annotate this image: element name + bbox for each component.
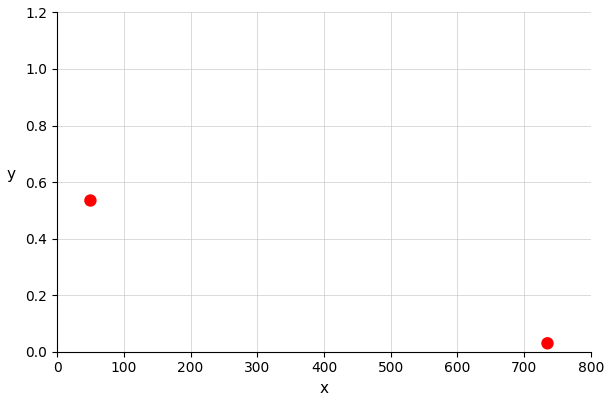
- Point: [86, 197, 95, 204]
- X-axis label: x: x: [320, 381, 329, 396]
- Y-axis label: y: y: [7, 167, 16, 182]
- Point: [543, 340, 552, 347]
